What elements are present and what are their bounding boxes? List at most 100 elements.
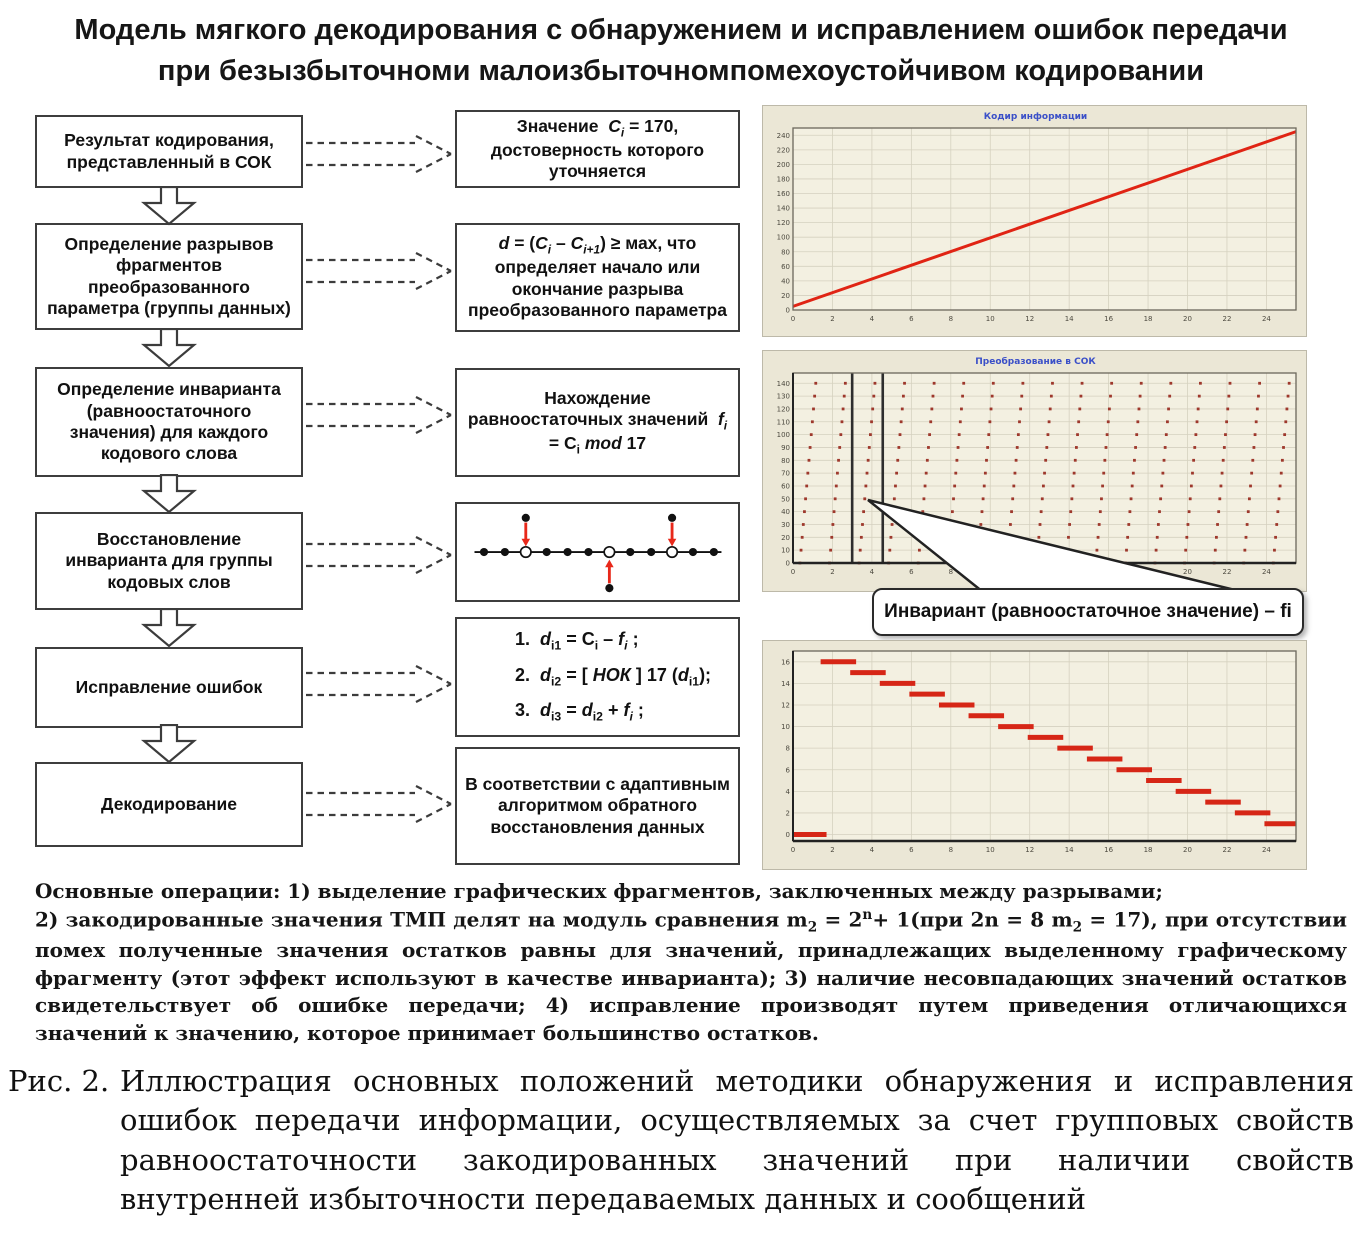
svg-text:8: 8 [786,745,790,753]
down-arrow-icon [140,328,198,368]
svg-text:Кодир информации: Кодир информации [984,112,1087,122]
svg-text:22: 22 [1222,846,1231,854]
invariant-callout: Инвариант (равноостаточное значение) – f… [872,588,1304,636]
svg-text:8: 8 [949,315,953,323]
svg-text:200: 200 [777,161,790,169]
svg-text:6: 6 [909,315,914,323]
svg-text:4: 4 [870,846,875,854]
flow-step-label: Декодирование [101,793,237,814]
svg-text:14: 14 [1065,846,1074,854]
down-arrow-icon [140,724,198,764]
svg-text:12: 12 [1025,846,1034,854]
svg-text:160: 160 [777,190,790,198]
svg-text:180: 180 [777,175,790,183]
invariant-diagram-svg [474,513,722,592]
operations-paragraph: Основные операции: 1) выделение графичес… [35,879,1347,1045]
callout-tail [867,498,1244,594]
svg-text:2: 2 [786,809,790,817]
annotation-value-box: Значение Ci = 170, достоверность которог… [455,110,740,188]
chart-panel-rns: 0246810121416182022240102030405060708090… [762,350,1307,592]
down-arrow-icon [140,474,198,514]
svg-text:20: 20 [781,292,790,300]
svg-text:6: 6 [909,568,914,576]
figure-caption: Рис. 2. Иллюстрация основных положений м… [8,1062,1354,1220]
dashed-arrow-icon [306,785,452,823]
svg-text:4: 4 [870,315,875,323]
svg-text:16: 16 [1104,315,1113,323]
svg-text:0: 0 [786,307,790,315]
svg-text:6: 6 [786,766,791,774]
annotation-decode-box: В соответствии с адаптивным алгоритмом о… [455,747,740,865]
flow-step-label: Определение разрывов фрагментов преобраз… [47,233,291,318]
svg-text:16: 16 [1104,846,1113,854]
figure-caption-text: Иллюстрация основных положений методики … [120,1064,1354,1217]
svg-text:0: 0 [791,846,795,854]
svg-text:50: 50 [781,495,790,503]
annotation-text: Нахождение равноостаточных значений fi =… [467,387,728,457]
flow-step-invariant-restore: Восстановление инварианта для группы код… [35,512,303,610]
annotation-gap-box: d = (Ci – Ci+1) ≥ мах, что определяет на… [455,223,740,332]
annotation-dots-box [455,502,740,602]
svg-text:80: 80 [781,457,790,465]
svg-text:24: 24 [1262,315,1271,323]
svg-text:2: 2 [830,846,834,854]
svg-text:14: 14 [781,680,790,688]
svg-text:0: 0 [786,560,790,568]
flow-step-label: Результат кодирования, представленный в … [64,130,274,172]
down-arrow-icon [140,608,198,648]
svg-text:20: 20 [1183,568,1192,576]
svg-text:10: 10 [781,723,790,731]
svg-text:20: 20 [1183,846,1192,854]
svg-text:6: 6 [909,846,914,854]
svg-text:18: 18 [1144,846,1153,854]
svg-text:10: 10 [986,315,995,323]
svg-text:Преобразование в СОК: Преобразование в СОК [975,356,1096,367]
chart-panel-coding: 0 2 4 6 8 10 12 14 16 18 20 22 24 0 20 40 60 80 100 120 140 1… [762,105,1307,337]
svg-text:130: 130 [777,393,790,401]
dashed-arrow-icon [306,252,452,290]
svg-text:8: 8 [949,568,953,576]
svg-text:30: 30 [781,521,790,529]
svg-text:18: 18 [1144,315,1153,323]
flow-step-gap-detection: Определение разрывов фрагментов преобраз… [35,223,303,330]
formula-line-3: 3. di3 = di2 + fi ; [515,700,644,724]
svg-text:100: 100 [777,431,790,439]
svg-text:80: 80 [781,248,790,256]
svg-text:12: 12 [1025,315,1034,323]
svg-text:60: 60 [781,263,790,271]
flow-step-coding-result: Результат кодирования, представленный в … [35,115,303,188]
svg-text:140: 140 [777,380,790,388]
svg-text:16: 16 [781,658,790,666]
svg-text:240: 240 [777,132,790,140]
svg-text:24: 24 [1262,568,1271,576]
coding-line-chart: 0 2 4 6 8 10 12 14 16 18 20 22 240204060801001201401… [777,112,1297,323]
svg-text:10: 10 [781,547,790,555]
dashed-arrow-icon [306,135,452,173]
svg-text:8: 8 [949,846,953,854]
svg-text:120: 120 [777,219,790,227]
svg-text:22: 22 [1222,568,1231,576]
annotation-invariant-box: Нахождение равноостаточных значений fi =… [455,368,740,477]
svg-text:120: 120 [777,405,790,413]
invariant-callout-label: Инвариант (равноостаточное значение) – f… [884,601,1292,622]
formula-line-2: 2. di2 = [ НОК ] 17 (di1); [515,664,712,689]
figure-caption-number: Рис. 2. [8,1064,110,1098]
svg-text:220: 220 [777,146,790,154]
svg-text:60: 60 [781,482,790,490]
svg-text:22: 22 [1222,315,1231,323]
formula-line-1: 1. di1 = Ci – fi ; [515,629,639,653]
flow-step-label: Определение инварианта (равноостаточного… [57,379,281,464]
svg-text:0: 0 [791,568,795,576]
figure-title-line2: при безызбыточноми малоизбыточномпомехоу… [157,54,1205,87]
figure-title-line1: Модель мягкого декодирования с обнаружен… [74,14,1288,46]
svg-text:100: 100 [777,234,790,242]
svg-text:4: 4 [786,788,791,796]
svg-text:70: 70 [781,470,790,478]
svg-text:0: 0 [786,831,790,839]
flow-step-decoding: Декодирование [35,762,303,847]
annotation-text: Значение Ci = 170, достоверность которог… [490,115,705,181]
annotation-formulas-box: 1. di1 = Ci – fi ; 2. di2 = [ НОК ] 17 (… [455,617,740,737]
svg-text:20: 20 [781,534,790,542]
